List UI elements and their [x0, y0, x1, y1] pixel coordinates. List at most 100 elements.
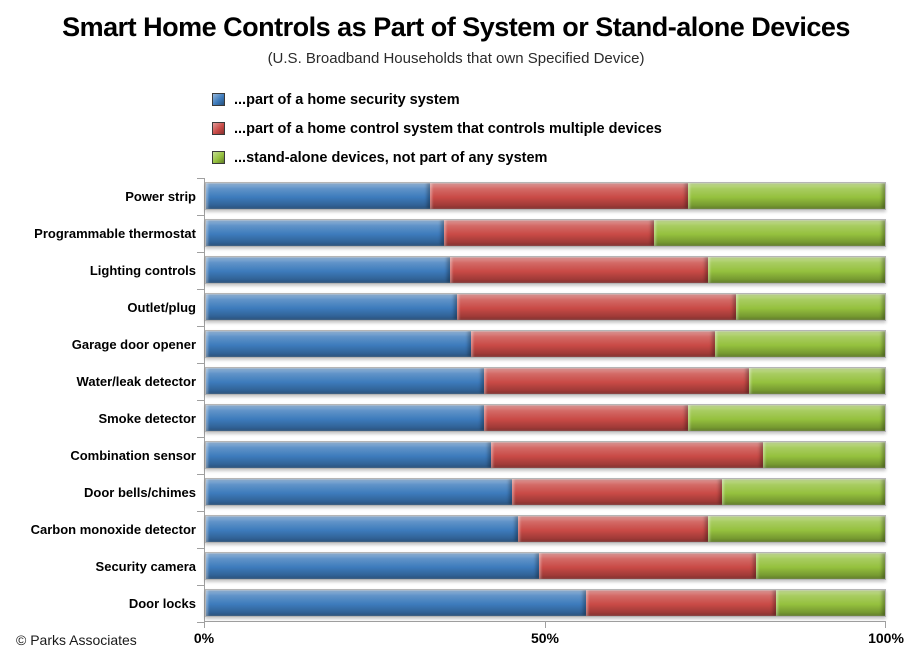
category-label: Lighting controls	[89, 263, 196, 278]
bar-segment-control	[470, 331, 716, 357]
legend-swatch-blue-icon	[212, 93, 225, 106]
bar-row	[205, 400, 886, 437]
stacked-bar	[205, 478, 886, 506]
bar-segment-standalone	[688, 405, 885, 431]
bar-segment-security	[206, 257, 451, 283]
bar-row	[205, 289, 886, 326]
plot-area	[197, 178, 886, 628]
bar-segment-security	[206, 368, 485, 394]
stacked-bar	[205, 367, 886, 395]
y-axis-tick	[197, 511, 205, 512]
bar-segment-standalone	[722, 479, 885, 505]
bar-row	[205, 548, 886, 585]
bar-segment-security	[206, 590, 587, 616]
category-label: Smoke detector	[98, 411, 196, 426]
legend-swatch-red-icon	[212, 122, 225, 135]
bar-segment-standalone	[688, 183, 885, 209]
y-axis-tick	[197, 400, 205, 401]
x-tick-label-50: 50%	[530, 630, 560, 646]
legend-label: ...stand-alone devices, not part of any …	[234, 149, 548, 166]
category-label: Door locks	[128, 596, 196, 611]
category-label: Garage door opener	[71, 337, 196, 352]
copyright-text: © Parks Associates	[16, 632, 137, 648]
stacked-bar	[205, 589, 886, 617]
x-tick-label-100: 100%	[868, 630, 904, 646]
x-tick-label-0: 0%	[193, 630, 215, 646]
stacked-bar	[205, 441, 886, 469]
bar-row	[205, 363, 886, 400]
bar-segment-security	[206, 479, 512, 505]
stacked-bar	[205, 256, 886, 284]
bar-segment-standalone	[776, 590, 885, 616]
bar-segment-control	[538, 553, 756, 579]
bar-row	[205, 437, 886, 474]
bar-segment-control	[450, 257, 709, 283]
bar-segment-security	[206, 442, 492, 468]
bar-segment-security	[206, 294, 458, 320]
bar-segment-security	[206, 220, 444, 246]
chart-subtitle: (U.S. Broadband Households that own Spec…	[267, 50, 645, 67]
bar-segment-standalone	[654, 220, 885, 246]
bar-row	[205, 215, 886, 252]
bar-segment-security	[206, 553, 539, 579]
bar-segment-standalone	[708, 516, 885, 542]
bar-segment-security	[206, 405, 485, 431]
stacked-bar	[205, 293, 886, 321]
bar-row	[205, 326, 886, 363]
y-axis-tick	[197, 363, 205, 364]
bar-segment-control	[511, 479, 723, 505]
legend-swatch-green-icon	[212, 151, 225, 164]
bar-segment-security	[206, 331, 471, 357]
y-axis-tick	[197, 474, 205, 475]
y-axis-tick	[197, 622, 205, 623]
bar-segment-standalone	[762, 442, 885, 468]
bar-segment-control	[586, 590, 777, 616]
category-label: Combination sensor	[70, 448, 196, 463]
bar-segment-control	[484, 405, 689, 431]
stacked-bar	[205, 182, 886, 210]
y-axis-tick	[197, 585, 205, 586]
legend-item-standalone: ...stand-alone devices, not part of any …	[212, 143, 662, 172]
bar-segment-control	[430, 183, 689, 209]
y-axis-tick	[197, 289, 205, 290]
y-axis-tick	[197, 252, 205, 253]
legend-label: ...part of a home control system that co…	[234, 120, 662, 137]
bar-segment-standalone	[715, 331, 885, 357]
bar-row	[205, 252, 886, 289]
category-label: Power strip	[125, 189, 196, 204]
bar-segment-control	[518, 516, 709, 542]
stacked-bar	[205, 404, 886, 432]
category-label: Carbon monoxide detector	[30, 522, 196, 537]
bar-row	[205, 585, 886, 622]
chart-title: Smart Home Controls as Part of System or…	[62, 12, 850, 42]
stacked-bar	[205, 330, 886, 358]
stacked-bar	[205, 219, 886, 247]
category-label: Security camera	[95, 559, 196, 574]
category-labels: Power strip Programmable thermostat Lighti…	[0, 178, 196, 622]
bar-segment-control	[484, 368, 750, 394]
bar-segment-standalone	[749, 368, 885, 394]
y-axis-tick	[197, 215, 205, 216]
bar-segment-standalone	[735, 294, 885, 320]
bar-segment-control	[491, 442, 763, 468]
category-label: Door bells/chimes	[84, 485, 196, 500]
x-axis-tick	[885, 621, 886, 628]
y-axis-tick	[197, 326, 205, 327]
bar-row	[205, 474, 886, 511]
legend-item-control: ...part of a home control system that co…	[212, 114, 662, 143]
bar-segment-security	[206, 516, 519, 542]
bar-segment-security	[206, 183, 431, 209]
legend: ...part of a home security system ...par…	[212, 85, 662, 172]
y-axis-tick	[197, 178, 205, 179]
category-label: Water/leak detector	[76, 374, 196, 389]
y-axis-tick	[197, 437, 205, 438]
category-label: Outlet/plug	[127, 300, 196, 315]
bar-segment-control	[457, 294, 736, 320]
legend-item-security: ...part of a home security system	[212, 85, 662, 114]
bar-row	[205, 511, 886, 548]
stacked-bar	[205, 552, 886, 580]
bar-row	[205, 178, 886, 215]
x-axis-tick	[204, 621, 205, 628]
stacked-bar	[205, 515, 886, 543]
